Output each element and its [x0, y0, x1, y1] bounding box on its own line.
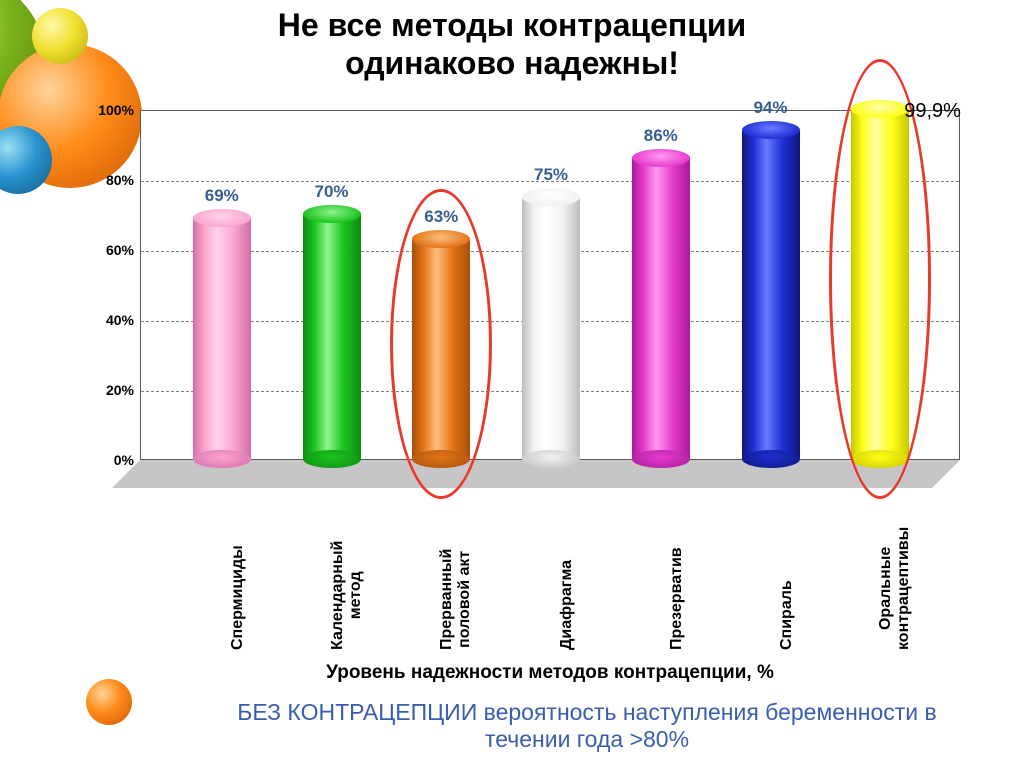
title-line-2: одинаково надежны! [345, 45, 679, 81]
x-label-line: половой акт [456, 549, 474, 650]
x-tick-label: Прерванныйполовой акт [438, 549, 473, 650]
bar-cap [632, 149, 690, 167]
x-tick-label: Спермициды [229, 545, 247, 650]
highlight-ellipse [829, 59, 931, 499]
bar-cap [522, 188, 580, 206]
bullet-sphere-icon [86, 679, 132, 725]
x-label-line: метод [346, 541, 364, 650]
bottom-line-2: течении года >80% [485, 726, 689, 752]
x-label-line: Календарный [329, 541, 347, 650]
bar-base [193, 450, 251, 468]
bar-base [632, 450, 690, 468]
title-line-1: Не все методы контрацепции [278, 7, 746, 43]
x-label-line: Оральные [877, 527, 895, 650]
bar-cap [193, 209, 251, 227]
bar-cap [742, 121, 800, 139]
x-tick-label: Оральныеконтрацептивы [877, 527, 912, 650]
plot-area: 69%70%63%75%86%94% [140, 110, 960, 460]
bar-body [742, 130, 800, 459]
bar-value-label: 94% [736, 98, 806, 118]
bar: 86% [632, 158, 690, 459]
y-tick-label: 60% [88, 242, 134, 258]
bar-value-label: 69% [187, 186, 257, 206]
x-label-line: контрацептивы [895, 527, 913, 650]
bar-body [303, 214, 361, 459]
bar-value-label-outside: 99,9% [904, 100, 961, 123]
x-label-line: Спермициды [229, 545, 247, 650]
bar-body [632, 158, 690, 459]
bar-base [303, 450, 361, 468]
bar-base [522, 450, 580, 468]
bar-value-label: 86% [626, 126, 696, 146]
bar-base [742, 450, 800, 468]
y-tick-label: 0% [88, 452, 134, 468]
y-tick-label: 40% [88, 312, 134, 328]
x-label-line: Презерватив [668, 547, 686, 650]
bar: 69% [193, 218, 251, 460]
bar-cap [303, 205, 361, 223]
bar-body [193, 218, 251, 460]
bottom-line-1: БЕЗ КОНТРАЦЕПЦИИ вероятность наступления… [237, 699, 937, 725]
bar: 94% [742, 130, 800, 459]
x-label-line: Прерванный [438, 549, 456, 650]
bottom-caption: БЕЗ КОНТРАЦЕПЦИИ вероятность наступления… [170, 699, 1004, 753]
x-label-line: Спираль [778, 580, 796, 650]
highlight-ellipse [390, 189, 492, 500]
y-tick-label: 80% [88, 172, 134, 188]
x-tick-label: Диафрагма [558, 560, 576, 650]
x-axis-title: Уровень надежности методов контрацепции,… [140, 662, 960, 684]
x-tick-label: Спираль [778, 580, 796, 650]
x-label-line: Диафрагма [558, 560, 576, 650]
bar-value-label: 70% [297, 182, 367, 202]
x-tick-label: Календарныйметод [329, 541, 364, 650]
y-tick-label: 20% [88, 382, 134, 398]
x-tick-label: Презерватив [668, 547, 686, 650]
bar-chart: 0%20%40%60%80%100% 69%70%63%75%86%94% 99… [62, 110, 962, 620]
bar: 75% [522, 197, 580, 460]
bar-value-label: 75% [516, 165, 586, 185]
bar-body [522, 197, 580, 460]
bar: 70% [303, 214, 361, 459]
y-tick-label: 100% [88, 102, 134, 118]
